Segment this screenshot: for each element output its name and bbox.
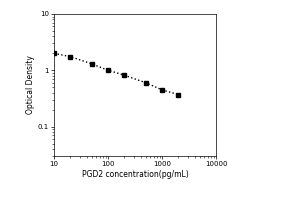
X-axis label: PGD2 concentration(pg/mL): PGD2 concentration(pg/mL) — [82, 170, 188, 179]
Y-axis label: Optical Density: Optical Density — [26, 56, 35, 114]
